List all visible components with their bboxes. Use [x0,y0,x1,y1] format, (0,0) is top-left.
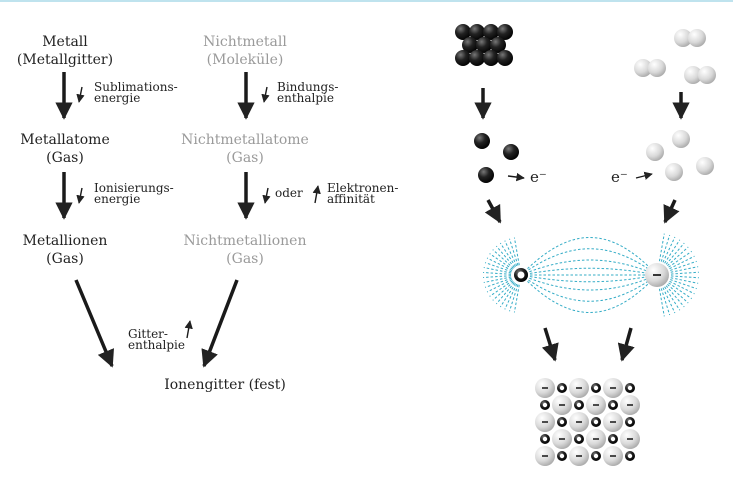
metal-label: Metall (Metallgitter) [16,34,114,68]
top-rule [0,0,733,2]
lattice-enthalpy-label: Gitter-enthalpie [128,327,185,352]
electron-affinity-label: Elektronen-affinität [327,181,399,206]
ionic-lattice-graphic [535,378,640,466]
binding-enthalpy-label: Bindungs-enthalpie [277,80,339,105]
metal-atoms-gas [474,133,519,183]
field-lines [483,233,699,317]
arrow-ions-to-lattice [74,279,114,368]
oder-label: oder [275,186,303,200]
anion [645,263,669,287]
electron-label-left: e⁻ [530,168,547,186]
metal-atoms-label: Metallatome (Gas) [20,132,110,166]
arrow-nm-ions-to-lattice [201,279,239,368]
nonmetal-label: Nichtmetall (Moleküle) [203,34,287,68]
ionization-energy-label: Ionisierungs-energie [94,181,174,206]
metal-lattice-spheres [455,24,513,66]
ionic-lattice-label: Ionengitter (fest) [164,377,286,393]
nonmetal-atoms-gas [646,130,714,181]
nonmetal-molecules [634,29,716,84]
metal-ions-label: Metallionen (Gas) [22,233,108,267]
sublimation-energy-label: Sublimations-energie [94,80,178,105]
nonmetal-ions-label: Nichtmetallionen (Gas) [183,233,307,267]
cation [514,268,528,282]
nonmetal-atoms-label: Nichtmetallatome (Gas) [181,132,309,166]
electron-label-right: e⁻ [611,168,628,186]
